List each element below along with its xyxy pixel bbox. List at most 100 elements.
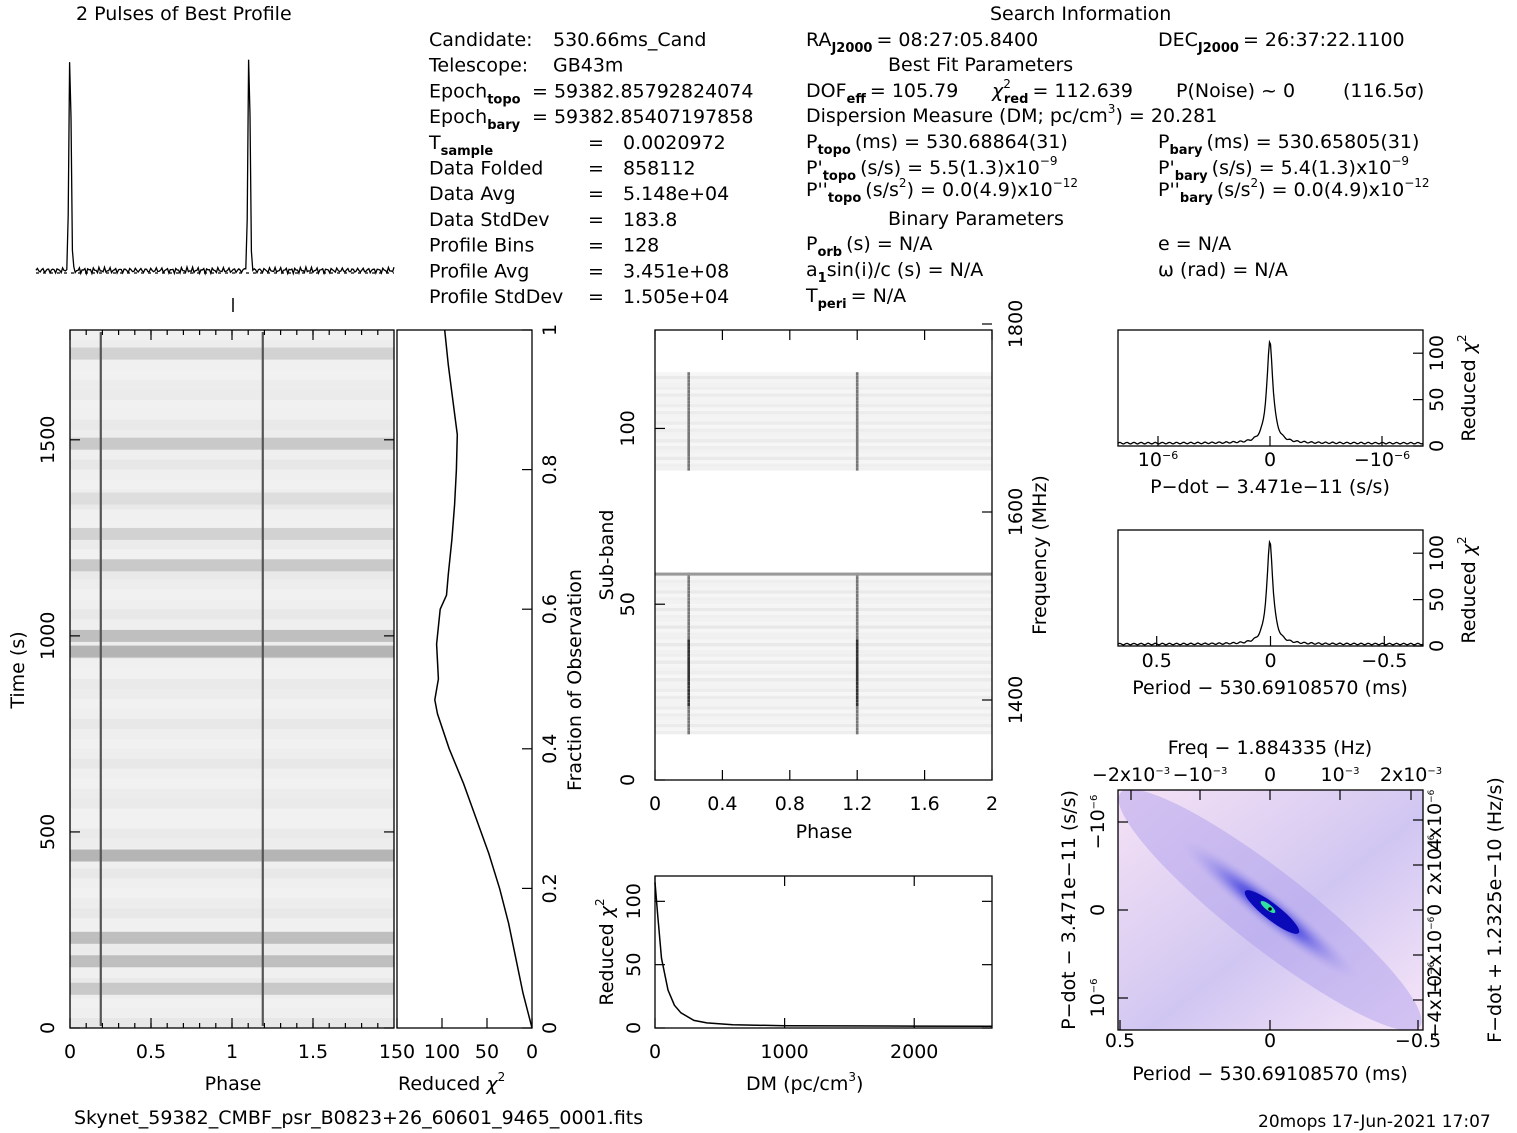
info-row-label: Data Folded — [429, 158, 543, 180]
period-chi2-plot: 0.5 0 −0.5 0 50 100 Period − 530.69108570 (ms… — [1117, 529, 1480, 699]
pulse-segment — [855, 597, 859, 601]
subband-row — [655, 692, 992, 696]
pulse-segment — [855, 449, 859, 454]
time-phase-row — [70, 718, 394, 729]
info-row-label: Epochbary — [429, 106, 521, 133]
time-phase-row — [70, 609, 394, 620]
pulse-segment — [855, 393, 859, 397]
info-row-equals: = — [588, 260, 604, 282]
pulse-segment — [855, 667, 859, 672]
omega-line: ω (rad) = N/A — [1158, 259, 1288, 281]
x-tick-label: 0.5 — [136, 1041, 166, 1063]
pulse-segment — [855, 463, 859, 468]
pulse-segment — [855, 467, 859, 471]
time-phase-row — [70, 758, 394, 769]
pulse-segment — [855, 720, 859, 724]
info-row-equals: = — [588, 183, 604, 205]
time-phase-row — [70, 798, 394, 809]
pulse-segment — [855, 699, 859, 703]
pulse-segment — [687, 576, 690, 580]
ra-line: RAJ2000 = 08:27:05.8400 — [806, 29, 1038, 56]
subband-row — [655, 453, 992, 457]
pulse-segment — [687, 583, 690, 587]
time-phase-row — [70, 918, 394, 929]
subband-row — [655, 375, 992, 380]
pddot-bary-line: P''bary (s/s2) = 0.0(4.9)x10−12 — [1158, 176, 1430, 206]
x-tick-label: 150 — [379, 1041, 415, 1063]
pulse-segment — [855, 646, 859, 650]
pulse-segment — [855, 642, 859, 647]
subband-row — [655, 396, 992, 401]
pulse-segment — [855, 439, 859, 443]
dm-chi2-frame — [654, 875, 993, 1029]
pulse-segment — [855, 593, 859, 598]
time-phase-row — [70, 449, 394, 460]
subband-row — [655, 442, 992, 447]
subband-row — [655, 597, 992, 601]
pulse-segment — [687, 632, 690, 636]
subband-row — [655, 449, 992, 454]
pulse-segment — [855, 400, 859, 404]
pulse-segment — [855, 379, 859, 383]
pulse-segment — [687, 386, 690, 390]
subband-row — [655, 607, 992, 612]
time-phase-row — [70, 339, 394, 350]
pdot-chi2-plot: 10−6 0 −10−6 0 50 100 P−dot − 3.471e−11 (s/s)… — [1117, 329, 1480, 498]
info-row-label: Telescope: — [428, 55, 528, 77]
pulse-segment — [855, 600, 859, 605]
pulse-segment — [687, 678, 690, 682]
eccentricity-line: e = N/A — [1158, 233, 1231, 255]
pulse-segment — [855, 576, 859, 580]
subband-row — [655, 414, 992, 418]
pulse-segment — [687, 382, 690, 387]
subband-row — [655, 372, 992, 376]
pulse-segment — [855, 428, 859, 432]
y-tick-label: 1000 — [37, 612, 59, 660]
time-phase-band — [70, 347, 394, 360]
top-tick-label: −10−3 — [1173, 764, 1228, 786]
y2-tick-label: −2x10−6 — [1424, 916, 1446, 993]
binary-title: Binary Parameters — [888, 208, 1064, 230]
x-tick-label: 0 — [1264, 1030, 1276, 1052]
time-phase-row — [70, 579, 394, 590]
info-row-label: Profile Avg — [429, 260, 529, 282]
y2-tick-label: 4x10−6 — [1424, 789, 1446, 850]
subband-row — [655, 635, 992, 640]
pulse-segment — [687, 720, 690, 724]
time-phase-row — [70, 948, 394, 959]
info-row-value: 858112 — [623, 158, 696, 180]
pulse-segment — [855, 590, 859, 594]
pulse-segment — [687, 456, 690, 461]
info-row-label: Data Avg — [429, 183, 516, 205]
y-tick-label: 100 — [1426, 335, 1448, 371]
time-phase-row — [70, 659, 394, 669]
subband-row — [655, 428, 992, 432]
time-phase-band — [70, 629, 394, 642]
x-tick-label: 1 — [226, 1041, 238, 1063]
time-chi2-line — [434, 329, 533, 1029]
pulse-segment — [855, 435, 859, 440]
pulse-segment — [687, 671, 690, 675]
pulse-segment — [855, 389, 859, 394]
time-phase-row — [70, 1008, 394, 1018]
pulse-segment — [687, 639, 690, 643]
profile-title: 2 Pulses of Best Profile — [76, 3, 292, 25]
pulse-segment — [687, 389, 690, 394]
pulse-segment — [687, 421, 690, 425]
pulse-segment — [687, 432, 690, 436]
time-phase-row — [70, 858, 394, 869]
pulse-segment — [687, 446, 690, 450]
info-row-value: GB43m — [553, 55, 623, 77]
x-tick-label: 0 — [649, 793, 661, 815]
time-phase-plot: 0 0.5 1 1.5 0 500 1000 1500 Phase Time (s) — [7, 329, 395, 1095]
subband-ylabel: Sub-band — [596, 510, 618, 601]
pulse-segment — [855, 432, 859, 436]
time-phase-row — [70, 599, 394, 610]
subband-row — [655, 681, 992, 686]
pulse-segment — [855, 372, 859, 376]
time-phase-row — [70, 429, 394, 440]
pulse-segment — [855, 657, 859, 661]
pdot-xlabel: P−dot − 3.471e−11 (s/s) — [1150, 476, 1390, 498]
subband-row — [655, 611, 992, 615]
y-tick-label: 0 — [617, 774, 639, 786]
